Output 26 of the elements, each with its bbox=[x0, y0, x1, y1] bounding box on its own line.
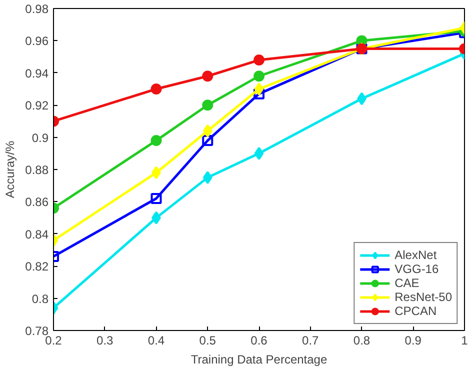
legend-label: CPCAN bbox=[394, 304, 437, 318]
y-tick-label: 0.9 bbox=[32, 130, 49, 145]
x-tick-label: 0.8 bbox=[353, 334, 370, 348]
y-axis-title: Accuray/% bbox=[3, 140, 18, 198]
x-tick-label: 0.5 bbox=[199, 334, 216, 348]
y-tick-label: 0.8 bbox=[32, 292, 49, 306]
x-tick-label: 0.9 bbox=[404, 334, 422, 348]
x-tick-label: 0.2 bbox=[45, 334, 62, 348]
x-tick-label: 0.4 bbox=[148, 334, 165, 348]
x-tick-label: 0.7 bbox=[302, 334, 320, 348]
legend-label: VGG-16 bbox=[394, 262, 439, 276]
y-tick-label: 0.96 bbox=[25, 34, 49, 48]
y-tick-label: 0.94 bbox=[25, 66, 49, 80]
y-tick-label: 0.82 bbox=[25, 260, 49, 274]
legend-label: CAE bbox=[394, 276, 420, 290]
y-tick-label: 0.92 bbox=[25, 98, 49, 113]
y-tick-label: 0.86 bbox=[25, 195, 49, 210]
y-tick-label: 0.88 bbox=[25, 163, 49, 177]
x-axis-title: Training Data Percentage bbox=[190, 352, 328, 366]
x-tick-label: 1 bbox=[461, 334, 468, 348]
x-tick-label: 0.6 bbox=[250, 334, 268, 348]
y-tick-label: 0.84 bbox=[25, 227, 49, 242]
legend-label: AlexNet bbox=[394, 248, 437, 262]
y-tick-label: 0.98 bbox=[25, 2, 49, 16]
legend-label: ResNet-50 bbox=[394, 290, 452, 304]
x-tick-label: 0.3 bbox=[96, 334, 114, 348]
